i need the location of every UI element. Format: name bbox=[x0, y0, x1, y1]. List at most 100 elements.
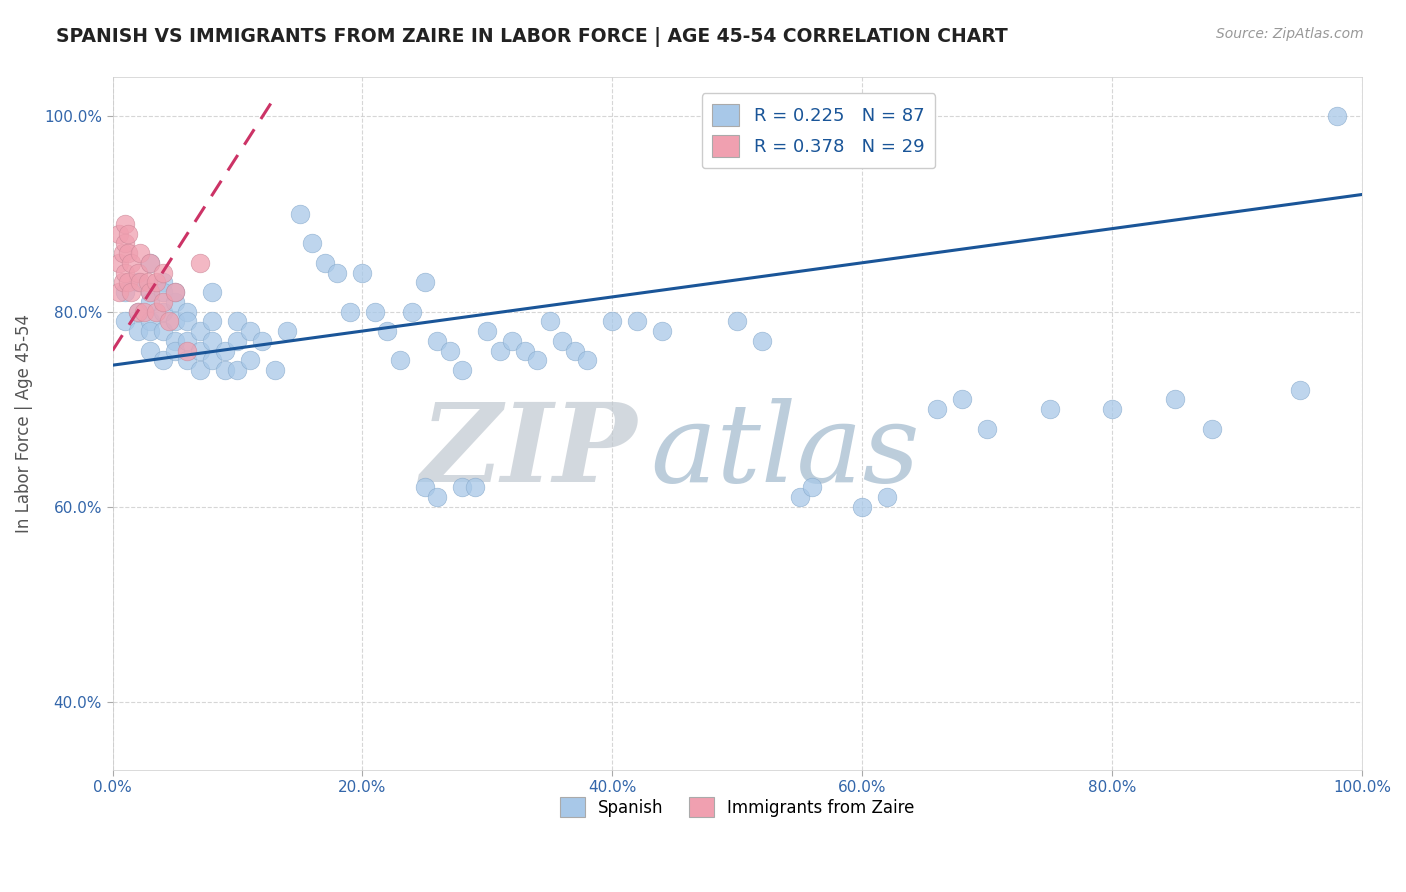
Point bbox=[413, 275, 436, 289]
Point bbox=[114, 314, 136, 328]
Point bbox=[152, 304, 174, 318]
Point bbox=[152, 275, 174, 289]
Point bbox=[388, 353, 411, 368]
Point bbox=[252, 334, 274, 348]
Point bbox=[789, 490, 811, 504]
Point bbox=[188, 256, 211, 270]
Point bbox=[127, 304, 149, 318]
Point bbox=[1288, 383, 1310, 397]
Text: ZIP: ZIP bbox=[420, 398, 637, 505]
Point bbox=[163, 334, 186, 348]
Point bbox=[326, 266, 349, 280]
Point bbox=[117, 227, 139, 241]
Point bbox=[201, 314, 224, 328]
Point bbox=[176, 334, 198, 348]
Point bbox=[114, 266, 136, 280]
Point bbox=[145, 304, 167, 318]
Point bbox=[152, 353, 174, 368]
Point bbox=[152, 266, 174, 280]
Point bbox=[176, 304, 198, 318]
Point bbox=[1039, 402, 1062, 417]
Point bbox=[651, 324, 673, 338]
Point bbox=[107, 227, 129, 241]
Point bbox=[751, 334, 773, 348]
Point bbox=[927, 402, 949, 417]
Point bbox=[214, 343, 236, 358]
Point bbox=[801, 480, 824, 494]
Point bbox=[276, 324, 298, 338]
Point bbox=[526, 353, 548, 368]
Point bbox=[451, 363, 474, 377]
Point bbox=[114, 236, 136, 251]
Point bbox=[111, 246, 134, 260]
Text: atlas: atlas bbox=[650, 398, 920, 505]
Point bbox=[176, 353, 198, 368]
Point bbox=[426, 490, 449, 504]
Point bbox=[163, 294, 186, 309]
Point bbox=[107, 285, 129, 299]
Point bbox=[339, 304, 361, 318]
Point bbox=[139, 285, 162, 299]
Point bbox=[364, 304, 387, 318]
Point bbox=[239, 324, 262, 338]
Point bbox=[139, 294, 162, 309]
Point bbox=[501, 334, 523, 348]
Point bbox=[451, 480, 474, 494]
Point bbox=[551, 334, 574, 348]
Point bbox=[107, 256, 129, 270]
Point bbox=[157, 314, 180, 328]
Point bbox=[188, 343, 211, 358]
Point bbox=[117, 246, 139, 260]
Point bbox=[288, 207, 311, 221]
Point bbox=[132, 304, 155, 318]
Point bbox=[876, 490, 898, 504]
Point bbox=[226, 334, 249, 348]
Point bbox=[127, 266, 149, 280]
Point bbox=[950, 392, 973, 407]
Point bbox=[163, 285, 186, 299]
Point bbox=[214, 363, 236, 377]
Point bbox=[120, 256, 142, 270]
Point bbox=[117, 275, 139, 289]
Point bbox=[439, 343, 461, 358]
Point bbox=[564, 343, 586, 358]
Point bbox=[239, 353, 262, 368]
Point bbox=[176, 343, 198, 358]
Point bbox=[426, 334, 449, 348]
Point bbox=[477, 324, 499, 338]
Point bbox=[851, 500, 873, 514]
Point bbox=[538, 314, 561, 328]
Y-axis label: In Labor Force | Age 45-54: In Labor Force | Age 45-54 bbox=[15, 314, 32, 533]
Point bbox=[139, 314, 162, 328]
Point bbox=[188, 324, 211, 338]
Point bbox=[163, 285, 186, 299]
Point bbox=[226, 363, 249, 377]
Point bbox=[264, 363, 287, 377]
Point bbox=[201, 285, 224, 299]
Point bbox=[976, 421, 998, 435]
Point bbox=[401, 304, 423, 318]
Point bbox=[127, 304, 149, 318]
Point bbox=[576, 353, 599, 368]
Point bbox=[176, 314, 198, 328]
Point bbox=[301, 236, 323, 251]
Point bbox=[1163, 392, 1185, 407]
Point bbox=[114, 285, 136, 299]
Point bbox=[120, 285, 142, 299]
Point bbox=[725, 314, 748, 328]
Point bbox=[489, 343, 512, 358]
Point bbox=[111, 275, 134, 289]
Point bbox=[139, 256, 162, 270]
Point bbox=[139, 343, 162, 358]
Point bbox=[314, 256, 336, 270]
Point bbox=[201, 353, 224, 368]
Point bbox=[163, 314, 186, 328]
Point bbox=[139, 256, 162, 270]
Point bbox=[152, 324, 174, 338]
Point bbox=[152, 285, 174, 299]
Point bbox=[127, 324, 149, 338]
Point bbox=[201, 334, 224, 348]
Point bbox=[413, 480, 436, 494]
Point bbox=[139, 324, 162, 338]
Point bbox=[513, 343, 536, 358]
